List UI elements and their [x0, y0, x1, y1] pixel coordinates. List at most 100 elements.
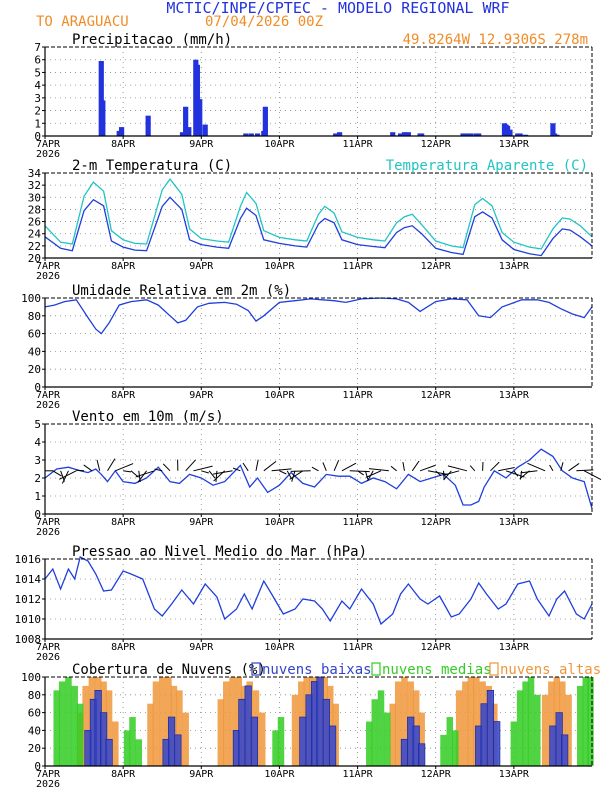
precip-bar — [462, 133, 468, 136]
cloud-bar-nuvens-medias — [451, 730, 459, 766]
cloud-bar-nuvens-medias — [129, 717, 136, 766]
cloud-bar-nuvens-medias — [510, 721, 518, 766]
wind-arrow — [576, 469, 594, 472]
wind-arrow — [123, 470, 132, 473]
cloud-bar-nuvens-altas — [389, 703, 396, 766]
cloud-bar-nuvens-medias — [76, 703, 84, 766]
y-tick-label: 34 — [28, 167, 42, 180]
cloud-bar-nuvens-medias — [577, 685, 584, 766]
x-tick-label: 10APR — [264, 642, 295, 653]
y-tick-label: 20 — [28, 252, 41, 265]
wind-arrow — [208, 470, 216, 479]
wind-arrow — [286, 470, 292, 480]
cloud-bar-nuvens-medias — [582, 677, 590, 766]
wind-arrow — [402, 461, 405, 471]
cloud-bar-nuvens-medias — [587, 677, 594, 766]
cloud-bar-nuvens-baixas — [400, 738, 409, 767]
cloud-bar-nuvens-medias — [53, 690, 60, 766]
series-line-1 — [44, 448, 593, 509]
cloud-bar-nuvens-altas — [182, 712, 189, 766]
x-tick-label: 7APR — [36, 139, 61, 150]
legend-apparent-temp: Temperatura Aparente (C) — [386, 158, 588, 174]
y-tick-label: 3 — [34, 92, 41, 105]
wind-arrow — [411, 460, 420, 472]
precip-bar — [554, 134, 560, 136]
precip-bar — [517, 133, 523, 136]
station-name: TO ARAGUACU — [36, 14, 129, 30]
cloud-bar-nuvens-baixas — [549, 725, 557, 767]
precip-bar — [522, 134, 529, 136]
wind-arrow — [271, 468, 292, 472]
cloud-bar-nuvens-baixas — [493, 721, 501, 767]
precip-bar — [333, 133, 339, 136]
panel-title: Umidade Relativa em 2m (%) — [72, 283, 291, 299]
precip-bar — [183, 106, 189, 136]
precip-bar — [118, 127, 125, 136]
y-tick-label: 26 — [28, 216, 41, 229]
y-tick-label: 100 — [21, 671, 41, 684]
y-tick-label: 2 — [34, 472, 41, 485]
cloud-bar-nuvens-altas — [147, 703, 154, 766]
cloud-bar-nuvens-baixas — [316, 676, 324, 767]
x-tick-label: 11APR — [343, 517, 374, 528]
x-axis-year: 2026 — [36, 271, 60, 282]
y-tick-label: 1008 — [15, 633, 42, 646]
y-tick-label: 0 — [34, 760, 41, 773]
wind-arrow — [162, 463, 171, 472]
x-tick-label: 9APR — [189, 390, 214, 401]
y-tick-label: 40 — [28, 345, 41, 358]
y-tick-label: 60 — [28, 328, 41, 341]
cloud-bar-nuvens-medias — [440, 734, 447, 766]
precip-bar — [550, 123, 556, 136]
wind-arrow — [549, 464, 554, 472]
precip-bar — [98, 60, 104, 136]
x-axis-year: 2026 — [36, 652, 60, 663]
wind-arrow — [290, 470, 311, 472]
x-tick-label: 9APR — [189, 642, 214, 653]
y-tick-label: 30 — [28, 191, 41, 204]
wind-arrow — [135, 470, 155, 478]
run-time: 07/04/2026 00Z — [205, 14, 323, 30]
cloud-bar-nuvens-altas — [82, 685, 89, 766]
precip-bar — [390, 132, 396, 136]
cloud-bar-nuvens-altas — [176, 690, 183, 766]
y-tick-label: 1016 — [15, 553, 42, 566]
wind-arrow — [76, 469, 85, 472]
cloud-bar-nuvens-baixas — [322, 698, 330, 767]
series-line-1 — [44, 556, 593, 626]
wind-arrow — [215, 470, 218, 483]
x-tick-label: 10APR — [264, 769, 295, 780]
x-axis-year: 2026 — [36, 779, 60, 790]
cloud-bar-nuvens-medias — [527, 677, 535, 766]
cloud-bar-nuvens-medias — [58, 681, 66, 766]
wind-arrow — [289, 470, 304, 480]
wind-arrow — [435, 470, 442, 477]
y-tick-label: 40 — [28, 724, 41, 737]
precip-bar — [254, 133, 261, 136]
precip-bar — [197, 99, 203, 136]
x-axis-year: 2026 — [36, 149, 60, 160]
y-tick-label: 1010 — [15, 613, 42, 626]
wind-arrow — [291, 470, 296, 482]
x-tick-label: 11APR — [343, 769, 374, 780]
cloud-bar-nuvens-medias — [123, 730, 131, 766]
y-tick-label: 2 — [34, 105, 41, 118]
x-axis-year: 2026 — [36, 527, 60, 538]
precip-bar — [262, 106, 268, 136]
wind-arrow — [193, 465, 213, 472]
y-tick-label: 20 — [28, 742, 41, 755]
cloud-bar-nuvens-baixas — [328, 725, 337, 767]
x-tick-label: 8APR — [111, 642, 136, 653]
precip-bar — [179, 132, 186, 136]
legend-nuvens-baixas: nuvens baixas — [262, 662, 372, 678]
cloud-bar-nuvens-altas — [229, 677, 236, 766]
wind-arrow — [255, 459, 259, 471]
wind-arrow — [137, 470, 147, 483]
panel-5: 1008 1010 1012 1014 1016 7APR 8APR 9APR 10APR 11A… — [15, 544, 593, 663]
legend-swatch-nuvens-baixas — [251, 662, 261, 676]
panel-title: Cobertura de Nuvens (%) — [72, 662, 266, 678]
y-tick-label: 3 — [34, 454, 41, 467]
x-tick-label: 11APR — [343, 139, 374, 150]
cloud-bar-nuvens-altas — [217, 699, 225, 766]
